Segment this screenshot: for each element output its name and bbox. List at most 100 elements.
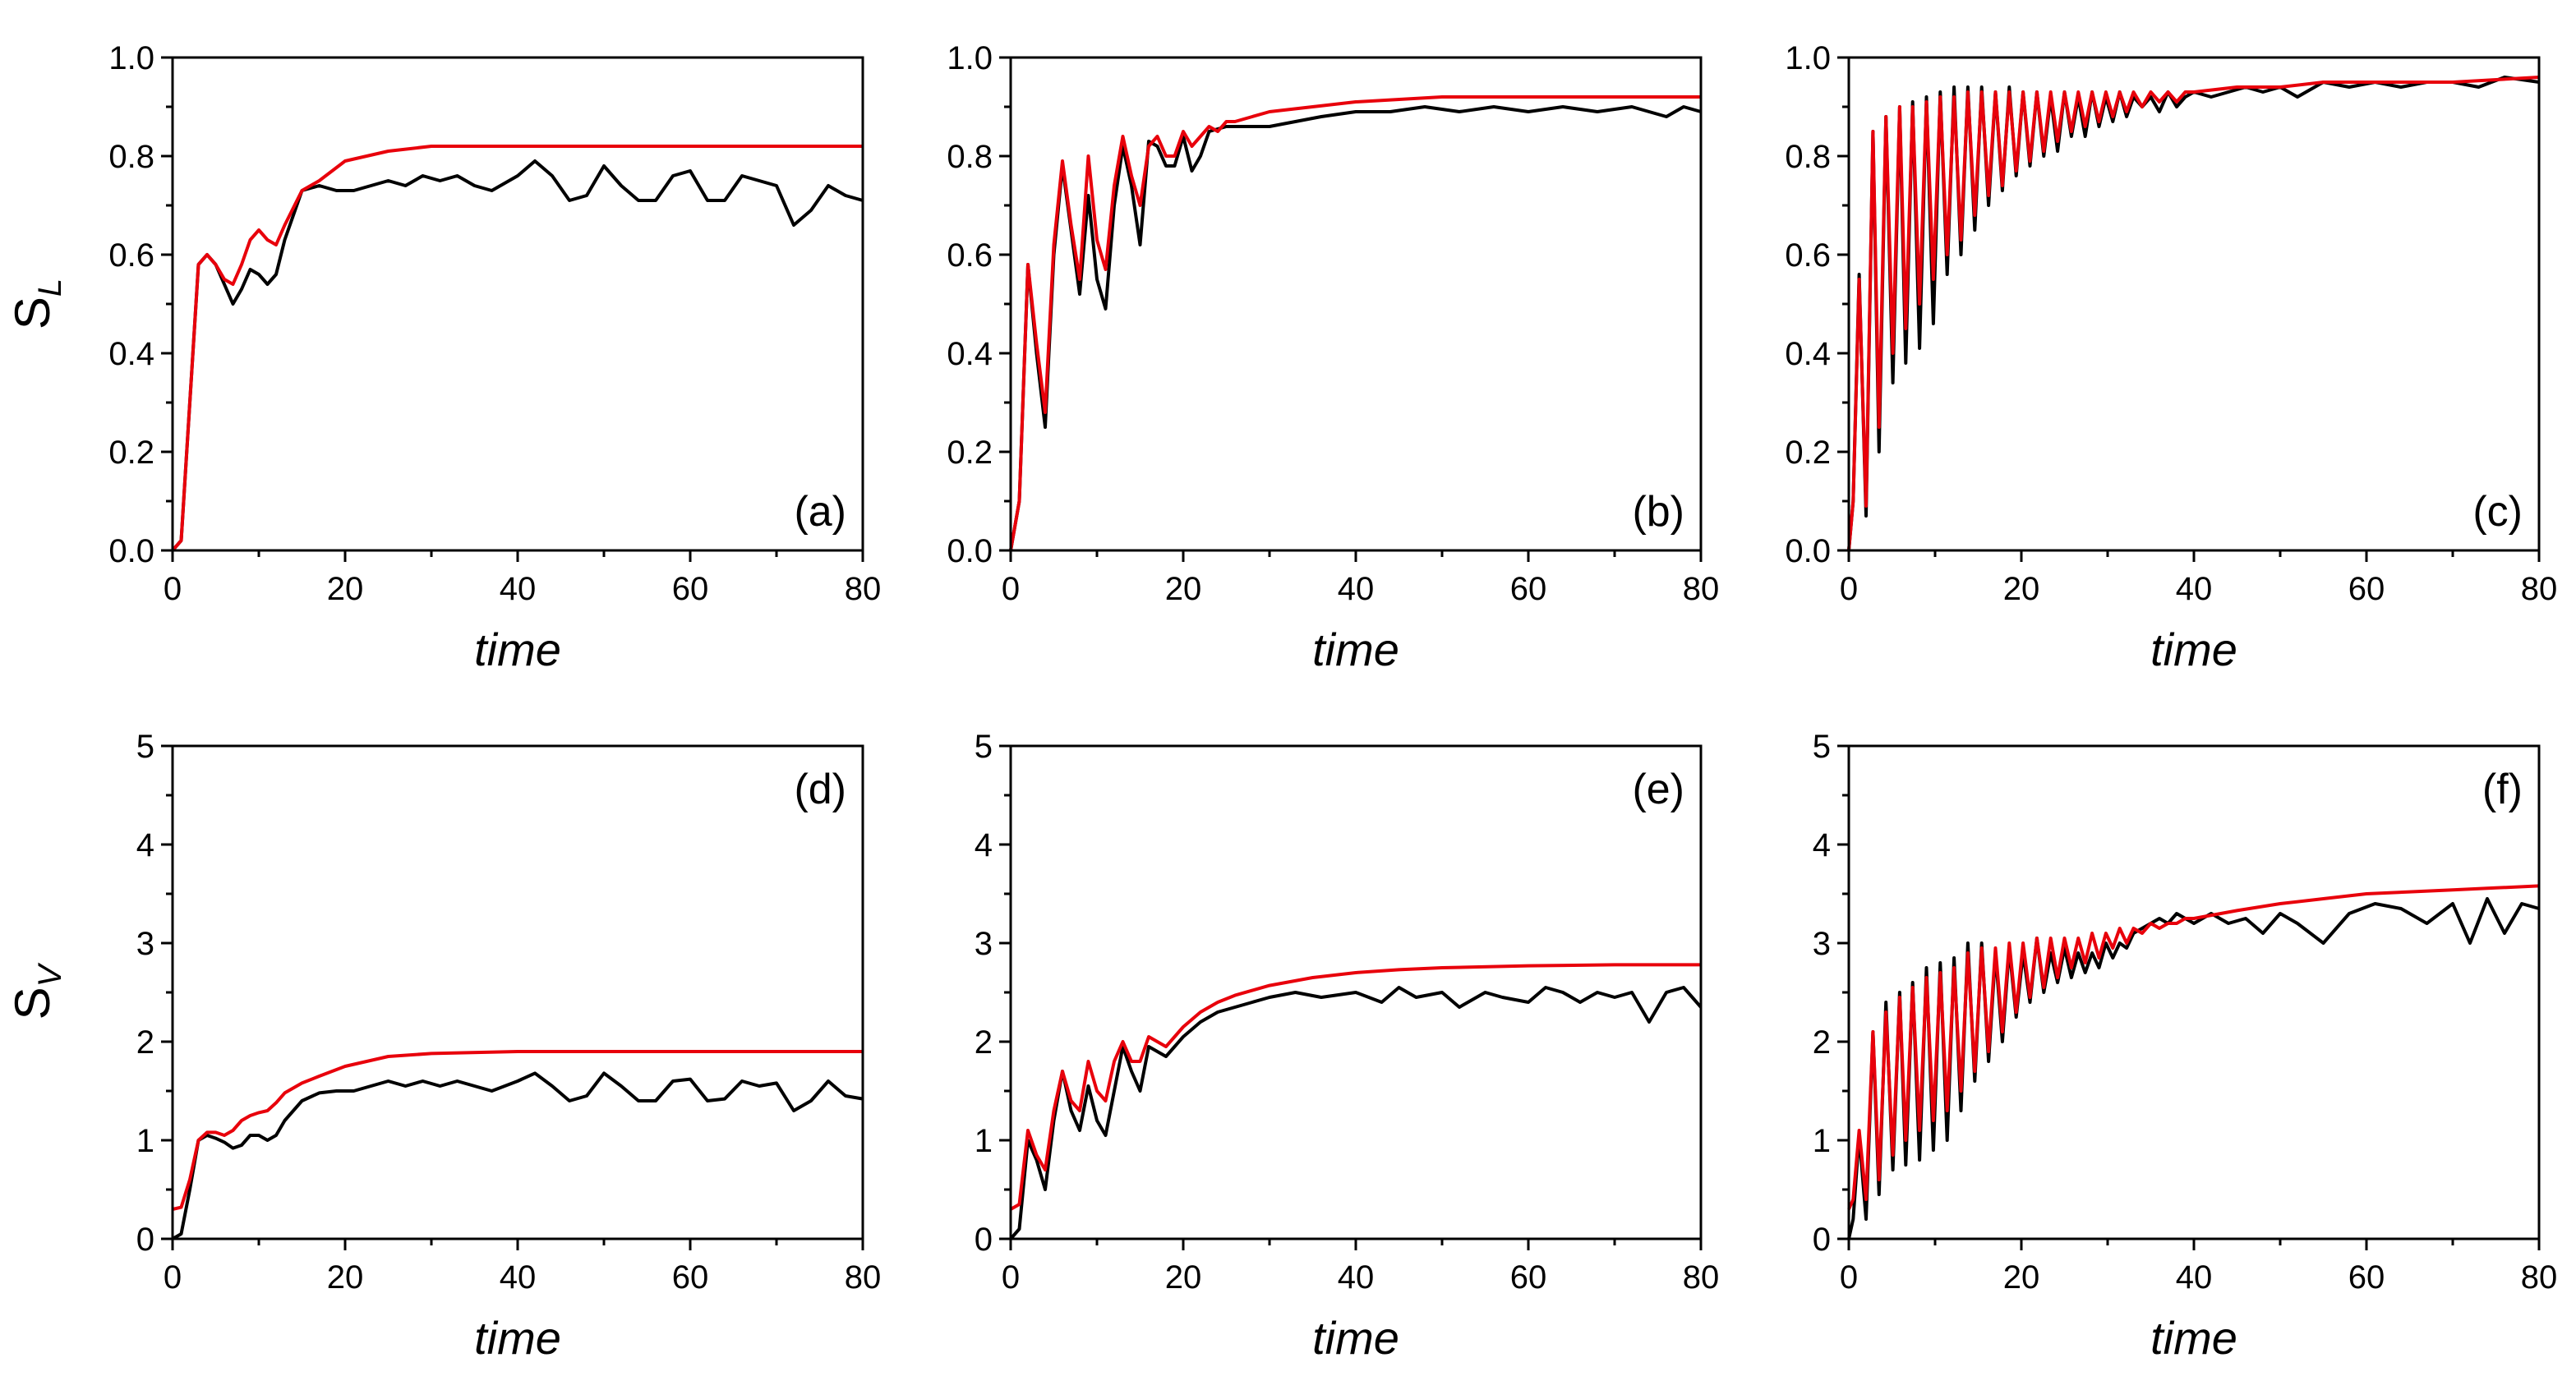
x-axis-title-d: time [474, 1312, 561, 1364]
axes-frame-b [1009, 56, 1703, 552]
panel-label-b: (b) [1632, 488, 1684, 536]
y-tick-label-e: 4 [975, 827, 993, 863]
x-tick-label-c: 20 [2003, 571, 2040, 607]
series-line-black-f [1847, 897, 2540, 1240]
y-tick-label-d: 0 [136, 1222, 154, 1258]
x-tick-label-d: 0 [164, 1259, 182, 1296]
y-tick-label-e: 1 [975, 1123, 993, 1159]
panel-f: 0 20 40 60 80 0 1 2 3 4 5 time (f) [1813, 729, 2558, 1364]
y-tick-label-f: 0 [1813, 1222, 1831, 1258]
x-tick-label-c: 0 [1840, 571, 1858, 607]
x-tick-label-c: 40 [2176, 571, 2213, 607]
x-tick-label-e: 40 [1338, 1259, 1375, 1296]
x-tick-label-e: 80 [1683, 1259, 1720, 1296]
x-tick-label-e: 20 [1165, 1259, 1202, 1296]
y-tick-label-a: 0.0 [108, 533, 154, 569]
y-axis-title-subscript-a: L [32, 278, 68, 297]
series-line-black-a [171, 159, 864, 552]
series-line-black-d [172, 1071, 864, 1240]
x-tick-label-b: 20 [1165, 571, 1202, 607]
panel-label-e: (e) [1632, 766, 1684, 813]
axes-frame-d [171, 744, 864, 1240]
y-tick-label-a: 1.0 [108, 40, 154, 76]
x-tick-label-c: 80 [2521, 571, 2558, 607]
series-line-red-d [172, 1050, 863, 1211]
y-tick-label-a: 0.8 [108, 139, 154, 175]
x-tick-label-f: 20 [2003, 1259, 2040, 1296]
x-tick-label-d: 40 [500, 1259, 537, 1296]
panel-c: 0 20 40 60 80 0.0 0.2 0.4 0.6 0.8 1.0 time (c) [1785, 40, 2557, 675]
series-line-black-e [1009, 986, 1703, 1240]
x-tick-label-e: 0 [1002, 1259, 1020, 1296]
x-axis-title-a: time [474, 624, 561, 675]
panel-d: 0 20 40 60 80 0 1 2 3 4 5 time SV (d) [5, 729, 881, 1364]
y-tick-label-f: 5 [1813, 729, 1831, 765]
series-line-red-a [171, 145, 863, 552]
y-axis-title-a: SL [5, 278, 68, 329]
x-tick-label-d: 20 [327, 1259, 364, 1296]
axes-frame-a [171, 56, 864, 552]
series-line-red-f [1847, 884, 2540, 1210]
y-axis-title-d: SV [5, 962, 68, 1019]
y-tick-label-e: 3 [975, 926, 993, 962]
x-tick-label-b: 60 [1510, 571, 1547, 607]
x-tick-label-a: 40 [500, 571, 537, 607]
x-tick-label-f: 0 [1840, 1259, 1858, 1296]
y-tick-label-b: 1.0 [947, 40, 993, 76]
panel-label-a: (a) [794, 488, 846, 536]
x-tick-label-e: 60 [1510, 1259, 1547, 1296]
x-tick-label-f: 80 [2521, 1259, 2558, 1296]
x-tick-label-d: 60 [672, 1259, 709, 1296]
y-tick-label-d: 5 [136, 729, 154, 765]
series-line-red-b [1009, 95, 1701, 551]
series-line-red-e [1010, 963, 1701, 1211]
y-tick-label-d: 3 [136, 926, 154, 962]
y-tick-label-f: 2 [1813, 1024, 1831, 1061]
y-tick-label-a: 0.2 [108, 435, 154, 471]
panel-label-c: (c) [2472, 488, 2523, 536]
panel-b: 0 20 40 60 80 0.0 0.2 0.4 0.6 0.8 1.0 time (b) [947, 40, 1719, 675]
y-tick-label-b: 0.8 [947, 139, 993, 175]
x-tick-label-a: 20 [327, 571, 364, 607]
series-line-black-b [1009, 105, 1702, 551]
y-tick-label-b: 0.2 [947, 435, 993, 471]
x-tick-label-b: 80 [1683, 571, 1720, 607]
x-axis-title-c: time [2150, 624, 2237, 675]
y-tick-label-c: 0.4 [1785, 336, 1831, 372]
y-tick-label-c: 0.2 [1785, 435, 1831, 471]
y-tick-label-a: 0.6 [108, 237, 154, 274]
x-tick-label-d: 80 [845, 1259, 882, 1296]
panel-e: 0 20 40 60 80 0 1 2 3 4 5 time (e) [975, 729, 1720, 1364]
y-axis-title-subscript-d: V [32, 962, 68, 987]
x-tick-label-a: 80 [845, 571, 882, 607]
panel-label-d: (d) [794, 766, 846, 813]
y-tick-label-e: 2 [975, 1024, 993, 1061]
x-tick-label-b: 40 [1338, 571, 1375, 607]
x-axis-title-e: time [1312, 1312, 1399, 1364]
y-tick-label-b: 0.6 [947, 237, 993, 274]
y-tick-label-f: 1 [1813, 1123, 1831, 1159]
y-tick-label-d: 4 [136, 827, 154, 863]
x-tick-label-a: 0 [164, 571, 182, 607]
x-tick-label-b: 0 [1002, 571, 1020, 607]
panel-a: 0 20 40 60 80 0.0 0.2 0.4 0.6 0.8 1.0 time SL (a) [5, 40, 881, 675]
y-tick-label-d: 2 [136, 1024, 154, 1061]
y-tick-label-f: 4 [1813, 827, 1831, 863]
y-tick-label-d: 1 [136, 1123, 154, 1159]
x-tick-label-c: 60 [2348, 571, 2385, 607]
y-tick-label-c: 1.0 [1785, 40, 1831, 76]
y-tick-label-e: 5 [975, 729, 993, 765]
x-tick-label-f: 40 [2176, 1259, 2213, 1296]
panel-label-f: (f) [2482, 766, 2523, 813]
y-tick-label-a: 0.4 [108, 336, 154, 372]
y-tick-label-f: 3 [1813, 926, 1831, 962]
y-tick-label-c: 0.8 [1785, 139, 1831, 175]
series-line-red-c [1847, 76, 2540, 551]
y-tick-label-c: 0.0 [1785, 533, 1831, 569]
y-tick-label-c: 0.6 [1785, 237, 1831, 274]
x-axis-title-f: time [2150, 1312, 2237, 1364]
y-tick-label-b: 0.4 [947, 336, 993, 372]
y-tick-label-e: 0 [975, 1222, 993, 1258]
x-tick-label-a: 60 [672, 571, 709, 607]
